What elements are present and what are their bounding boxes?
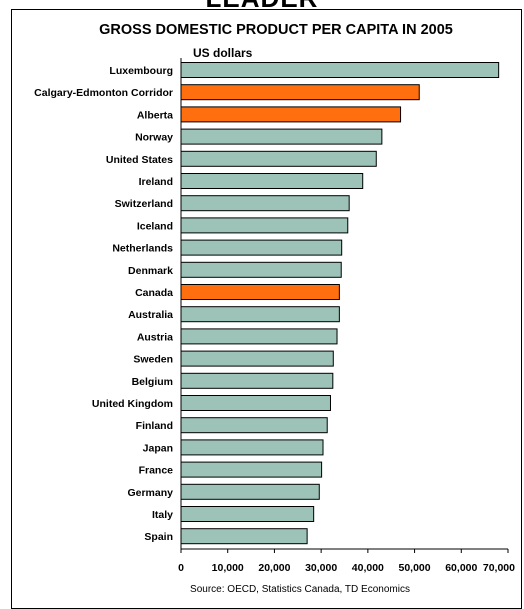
x-tick-label: 0 bbox=[178, 562, 184, 574]
category-label-france: France bbox=[139, 465, 174, 477]
category-label-canada: Canada bbox=[135, 287, 173, 299]
bar-united-kingdom bbox=[180, 395, 331, 411]
x-tick-label: 70,000 bbox=[483, 562, 515, 574]
x-tick-label: 20,000 bbox=[258, 562, 290, 574]
category-label-italy: Italy bbox=[152, 509, 173, 521]
chart-source: Source: OECD, Statistics Canada, TD Econ… bbox=[190, 584, 410, 595]
bar-iceland bbox=[180, 217, 349, 234]
x-tick-label: 50,000 bbox=[399, 562, 431, 574]
category-label-spain: Spain bbox=[144, 531, 173, 543]
category-label-iceland: Iceland bbox=[137, 220, 173, 232]
bar-united-states bbox=[180, 150, 377, 167]
category-labels: Luxembourg Calgary-Edmonton Corridor Alber… bbox=[34, 65, 173, 543]
bar-australia bbox=[180, 306, 340, 323]
x-tick-label: 40,000 bbox=[352, 562, 384, 574]
category-label-germany: Germany bbox=[127, 487, 173, 499]
category-label-norway: Norway bbox=[135, 132, 173, 144]
bar-luxembourg bbox=[180, 62, 500, 78]
chart-frame: LEADER GROSS DOMESTIC PRODUCT PER CAPITA… bbox=[11, 0, 522, 609]
category-label-calgary-edmonton-corridor: Calgary-Edmonton Corridor bbox=[34, 87, 173, 99]
chart-title: GROSS DOMESTIC PRODUCT PER CAPITA IN 200… bbox=[99, 22, 453, 38]
category-label-ireland: Ireland bbox=[139, 176, 173, 188]
category-label-finland: Finland bbox=[136, 420, 173, 432]
bar-norway bbox=[180, 128, 383, 145]
bar-ireland bbox=[180, 173, 364, 189]
bars-layer bbox=[180, 62, 500, 545]
bar-denmark bbox=[180, 261, 342, 278]
category-label-sweden: Sweden bbox=[133, 354, 173, 366]
x-tick-label: 60,000 bbox=[445, 562, 477, 574]
category-label-luxembourg: Luxembourg bbox=[109, 65, 173, 77]
bar-japan bbox=[180, 439, 324, 456]
category-label-denmark: Denmark bbox=[128, 265, 173, 277]
bar-switzerland bbox=[180, 195, 350, 212]
category-label-alberta: Alberta bbox=[137, 109, 173, 121]
bar-belgium bbox=[180, 372, 334, 389]
bar-calgary-edmonton-corridor bbox=[180, 84, 420, 101]
bar-finland bbox=[180, 417, 328, 434]
bar-germany bbox=[180, 483, 320, 500]
bar-sweden bbox=[180, 350, 334, 367]
category-label-austria: Austria bbox=[137, 331, 173, 343]
category-label-netherlands: Netherlands bbox=[112, 243, 173, 255]
bar-italy bbox=[180, 506, 315, 522]
bar-netherlands bbox=[180, 239, 343, 256]
chart-subtitle: US dollars bbox=[193, 46, 253, 60]
bar-canada bbox=[180, 284, 340, 300]
gdp-per-capita-chart: GROSS DOMESTIC PRODUCT PER CAPITA IN 200… bbox=[34, 22, 515, 595]
category-label-australia: Australia bbox=[128, 309, 173, 321]
x-tick-label: 10,000 bbox=[212, 562, 244, 574]
bar-alberta bbox=[180, 106, 402, 123]
bar-austria bbox=[180, 328, 338, 345]
category-label-belgium: Belgium bbox=[132, 376, 173, 388]
x-tick-label: 30,000 bbox=[305, 562, 337, 574]
bar-france bbox=[180, 461, 323, 478]
category-label-japan: Japan bbox=[143, 442, 173, 454]
category-label-united-states: United States bbox=[106, 154, 173, 166]
bar-spain bbox=[180, 528, 308, 545]
x-axis: 0 10,000 20,000 30,000 40,000 50,000 60,000 70,… bbox=[178, 58, 515, 574]
category-label-united-kingdom: United Kingdom bbox=[92, 398, 173, 410]
category-label-switzerland: Switzerland bbox=[115, 198, 173, 210]
